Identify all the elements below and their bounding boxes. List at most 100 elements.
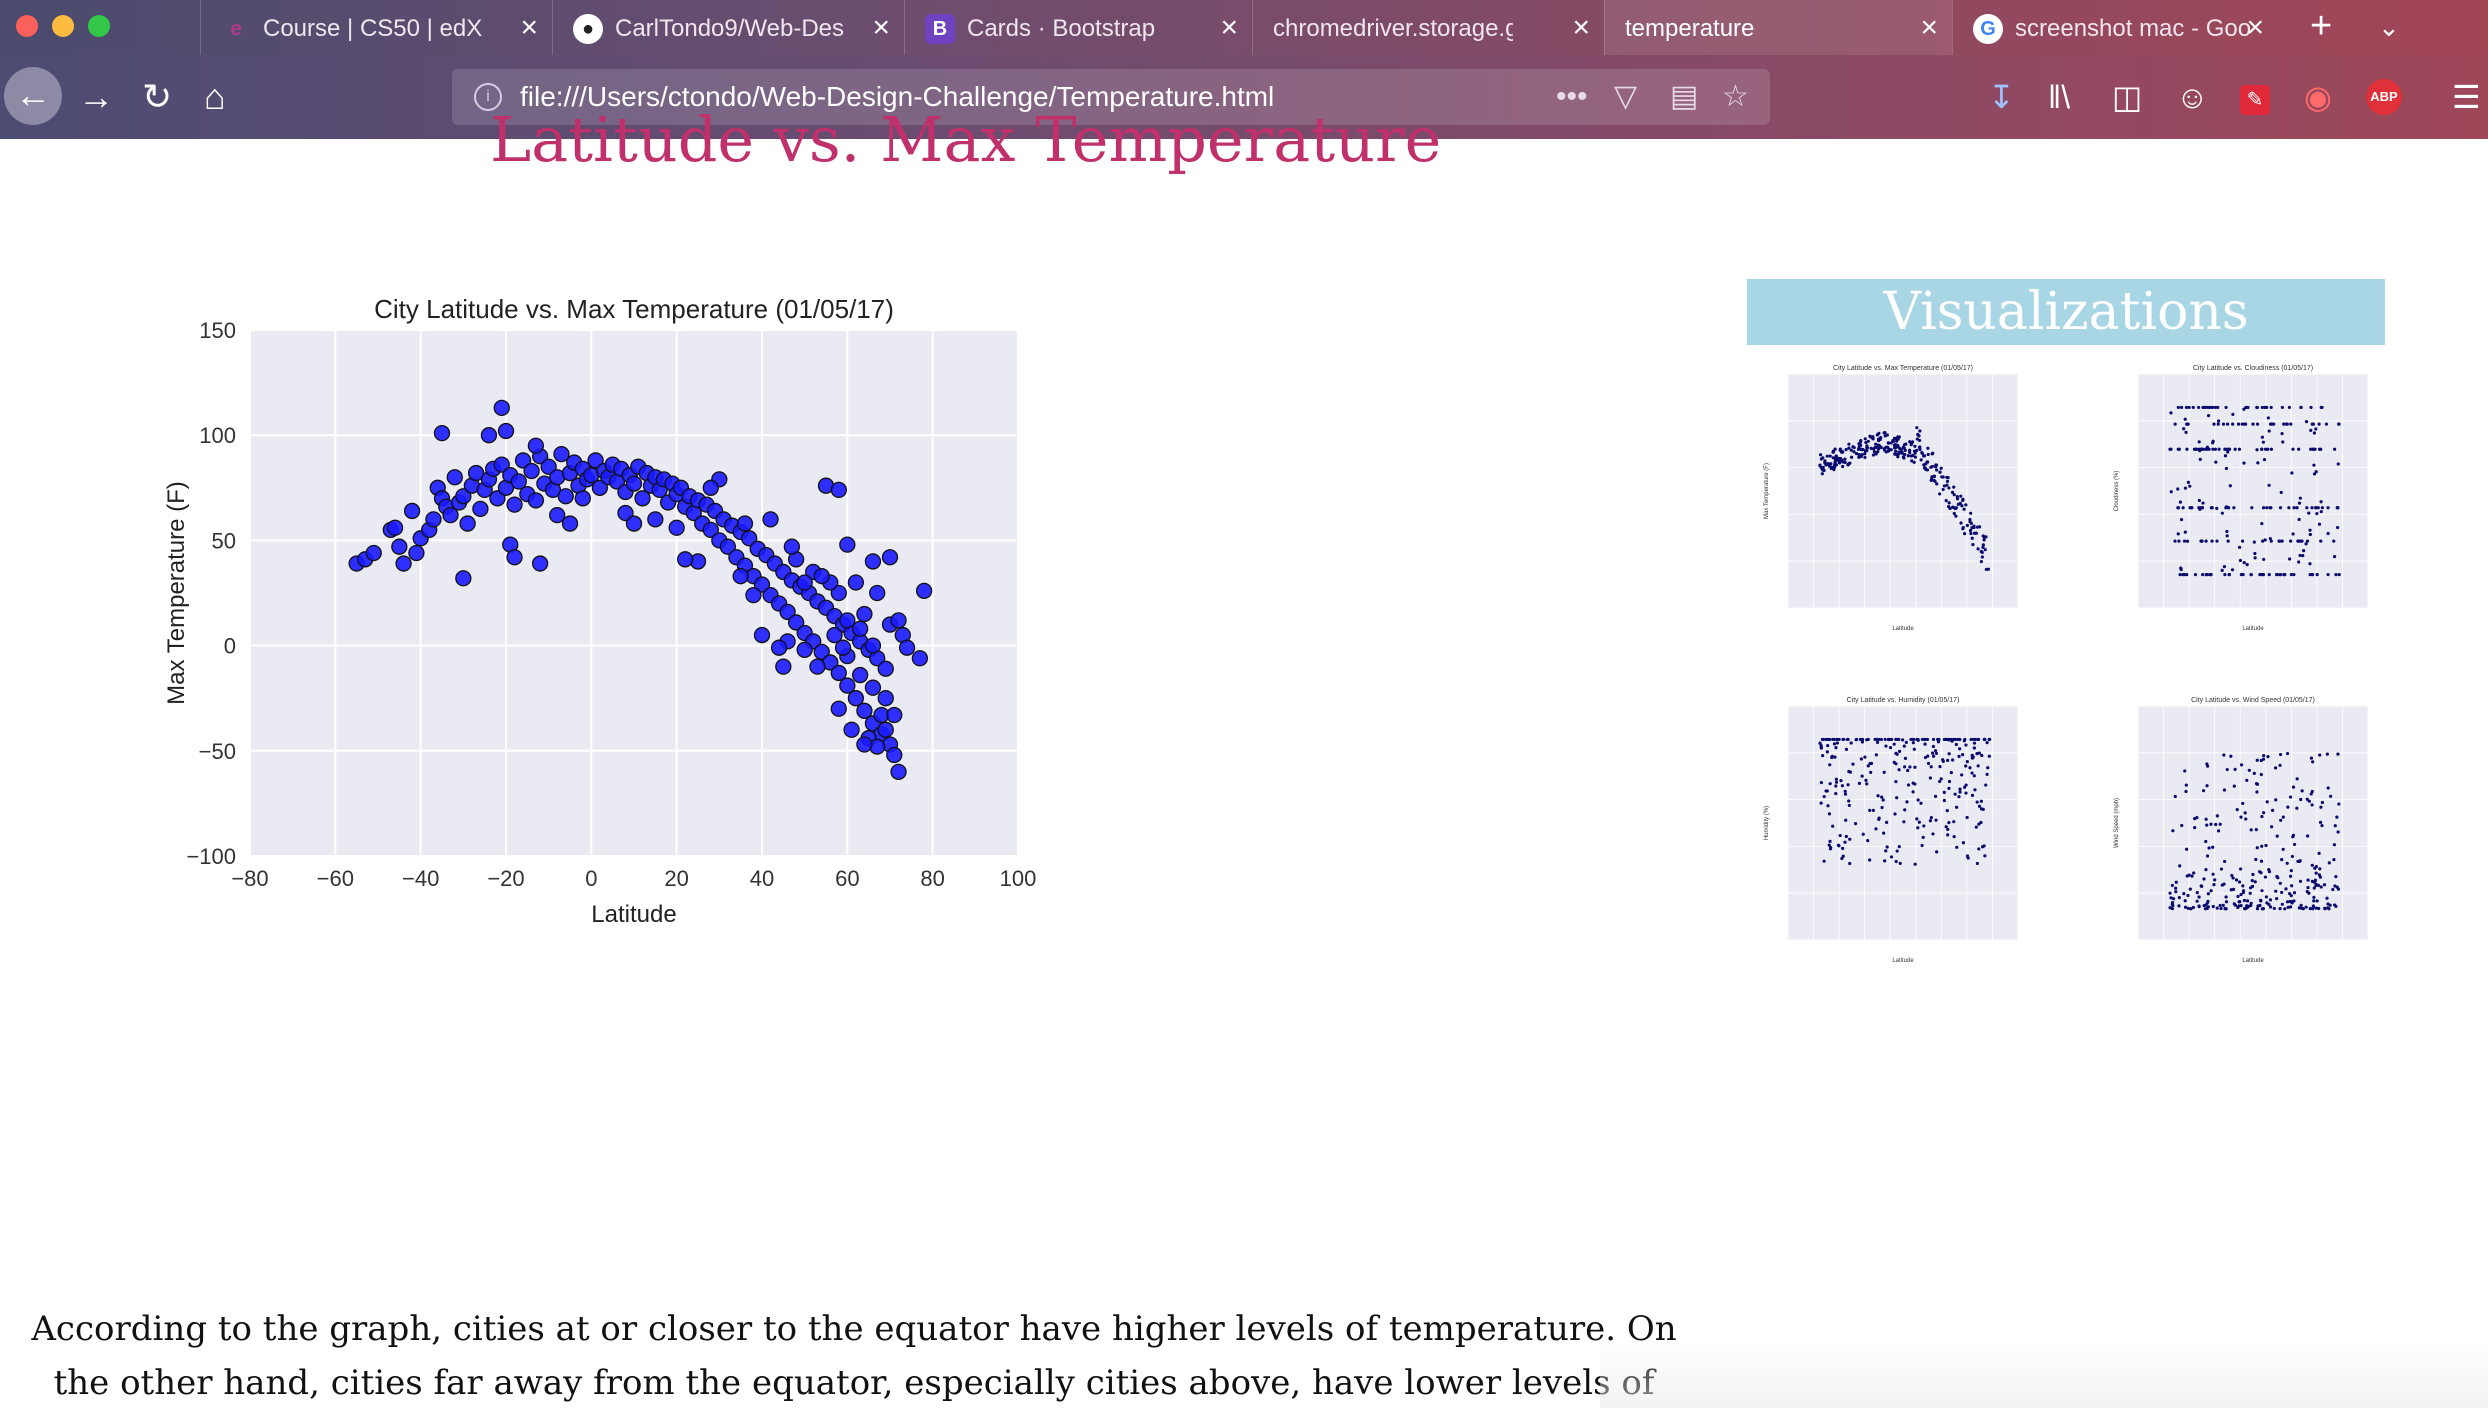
thumbnail-humidity[interactable]: City Latitude vs. Humidity (01/05/17) Lat… [1752,692,2042,972]
pen-icon[interactable]: ✎ [2240,55,2270,139]
thumb-point [2288,874,2293,878]
thumb-point [1819,780,1823,785]
reload-button[interactable]: ↻ [142,76,173,117]
thumb-point [1941,487,1945,492]
menu-icon[interactable]: ☰ [2452,79,2481,115]
data-point [446,469,463,486]
tab-close-icon[interactable]: × [1572,11,1590,44]
pocket-icon[interactable]: ▽ [1614,80,1638,113]
thumb-point [1952,820,1956,824]
site-info-icon[interactable]: i [474,83,502,111]
thumb-point [1885,820,1889,824]
thumb-point [2177,447,2181,451]
thumb-point [2245,899,2250,903]
thumb-point [2291,785,2296,789]
tab-1[interactable]: ● CarlTondo9/Web-Des × [552,0,904,55]
forward-button[interactable]: → [78,76,114,117]
thumb-point [1915,817,1919,821]
thumbnail-cloudiness[interactable]: City Latitude vs. Cloudiness (01/05/17) L… [2102,360,2392,640]
thumb-point [1882,770,1886,775]
page-actions-icon[interactable]: ••• [1556,80,1588,113]
tab-4[interactable]: temperature × [1604,0,1952,55]
thumb-point [1952,511,1956,516]
thumb-points [2168,751,2341,911]
thumb-point [1908,765,1912,769]
thumb-point [1833,447,1837,451]
tab-list-chevron-icon[interactable]: ⌄ [2378,12,2400,42]
thumb-point [2313,878,2318,882]
account-icon[interactable]: ☺ [2176,79,2209,115]
thumb-point [2326,906,2330,910]
thumb-point [2194,447,2199,451]
back-button[interactable]: ← [4,67,62,125]
chart-title: City Latitude vs. Max Temperature (01/05… [374,294,894,324]
thumb-point [2232,506,2236,510]
thumb-point [2227,506,2231,510]
bookmark-star-icon[interactable]: ☆ [1722,80,1749,113]
download-icon[interactable]: ↧ [1988,79,2015,115]
thumb-point [2240,422,2244,426]
thumb-point [2306,834,2310,838]
thumb-point [1979,799,1984,803]
data-point [459,515,476,532]
thumb-point [1941,759,1945,763]
thumb-point [2304,420,2309,424]
data-point [736,515,754,532]
sidebar-icon[interactable]: ◫ [2112,79,2143,115]
data-point [864,679,882,696]
thumb-point [1909,454,1913,458]
thumb-point [1837,737,1841,742]
thumbnail-wind-speed[interactable]: City Latitude vs. Wind Speed (01/05/17) L… [2102,692,2392,972]
thumb-x-label: Latitude [2242,626,2264,632]
thumbnail-max-temperature[interactable]: City Latitude vs. Max Temperature (01/05… [1752,360,2042,640]
home-button[interactable]: ⌂ [204,76,226,117]
thumb-point [2288,557,2292,561]
thumb-point [2222,859,2227,864]
tab-close-icon[interactable]: × [520,11,538,44]
adblock-icon[interactable]: ABP [2366,79,2402,115]
thumb-y-label: Max Temperature (F) [1764,463,1770,519]
thumb-point [2247,768,2251,772]
data-point [856,736,873,753]
thumb-point [1946,737,1950,742]
library-icon[interactable]: ‖\ [2048,79,2071,115]
thumb-point [2282,422,2286,426]
data-point [834,639,852,656]
data-point [591,479,609,496]
thumb-point [2336,525,2340,530]
tab-close-icon[interactable]: × [1920,11,1938,44]
new-tab-button[interactable]: + [2310,5,2333,47]
reader-view-icon[interactable]: ▤ [1670,80,1699,113]
tab-close-icon[interactable]: × [2246,11,2264,44]
tab-2[interactable]: B Cards · Bootstrap × [904,0,1252,55]
tab-3[interactable]: chromedriver.storage.goo × [1252,0,1604,55]
url-bar[interactable]: i file:///Users/ctondo/Web-Design-Challe… [452,69,1770,125]
fullscreen-window-button[interactable] [88,15,110,37]
url-input[interactable]: file:///Users/ctondo/Web-Design-Challeng… [520,81,1275,112]
thumb-point [1818,453,1823,457]
thumb-point [2308,572,2312,577]
thumb-point [2300,906,2304,910]
thumb-point [1982,844,1986,848]
minimize-window-button[interactable] [52,15,74,37]
tab-close-icon[interactable]: × [1220,11,1238,44]
screenshot-icon[interactable]: ◉ [2304,79,2332,115]
thumb-point [2170,907,2175,911]
thumb-point [2211,904,2215,909]
thumb-point [2236,905,2240,910]
tab-0[interactable]: e Course | CS50 | edX × [200,0,552,55]
tab-close-icon[interactable]: × [872,11,890,44]
thumb-point [2255,422,2260,426]
thumb-point [1975,861,1979,866]
thumb-point [2169,490,2173,494]
thumb-point [2291,532,2295,536]
thumb-point [2185,572,2189,577]
thumb-point [2197,904,2201,908]
thumb-point [1930,751,1935,755]
close-window-button[interactable] [16,15,38,37]
thumb-point [2318,753,2322,757]
thumb-point [1882,831,1886,835]
thumb-point [2252,540,2256,544]
thumb-point [1865,446,1869,450]
